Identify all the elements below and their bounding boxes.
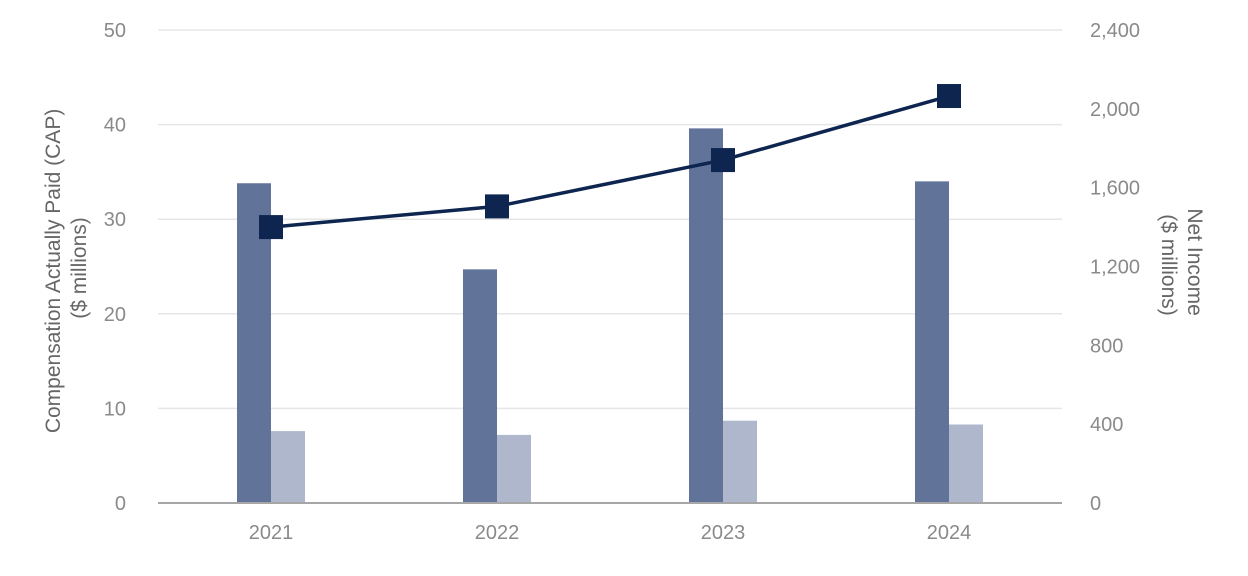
right-axis-title-line2: ($ millions) [1157,214,1180,316]
left-tick-label: 10 [104,398,126,420]
bar-secondary-2024 [949,424,983,503]
bar-cap-2023 [689,128,723,503]
bar-cap-2024 [915,181,949,504]
axes: 0 10 20 30 40 50 0 400 800 1,200 1,600 2,000 2,400 20… [104,20,1140,544]
right-tick-label: 2,000 [1090,99,1140,121]
right-tick-label: 400 [1090,414,1123,436]
x-tick-label: 2024 [927,522,972,544]
net-income-marker-2022 [485,194,509,219]
left-axis-title-line1: Compensation Actually Paid (CAP) [42,109,65,434]
bar-secondary-2023 [723,420,757,503]
right-tick-label: 1,200 [1090,257,1140,279]
net-income-marker-2023 [711,148,735,173]
net-income-line [259,84,961,240]
net-income-marker-2021 [259,215,283,240]
right-axis-title: Net Income ($ millions) [1157,208,1206,321]
bar-cap-2022 [463,269,497,503]
x-tick-label: 2023 [701,522,746,544]
left-tick-label: 40 [104,115,126,137]
left-tick-label: 0 [115,493,126,515]
bars [237,128,983,504]
bar-secondary-2021 [271,431,305,503]
x-tick-label: 2022 [475,522,520,544]
left-tick-label: 30 [104,209,126,231]
left-axis-title-line2: ($ millions) [68,217,91,319]
right-tick-label: 1,600 [1090,178,1140,200]
right-axis-title-line1: Net Income [1183,208,1206,315]
right-tick-label: 800 [1090,335,1123,357]
bar-secondary-2022 [497,434,531,503]
net-income-marker-2024 [937,84,961,109]
left-tick-label: 20 [104,304,126,326]
net-income-polyline [270,94,950,229]
left-tick-label: 50 [104,20,126,42]
right-tick-label: 2,400 [1090,20,1140,42]
right-tick-label: 0 [1090,493,1101,515]
x-tick-label: 2021 [249,522,294,544]
gridlines [158,29,1062,410]
left-axis-title: Compensation Actually Paid (CAP) ($ mill… [42,103,91,433]
